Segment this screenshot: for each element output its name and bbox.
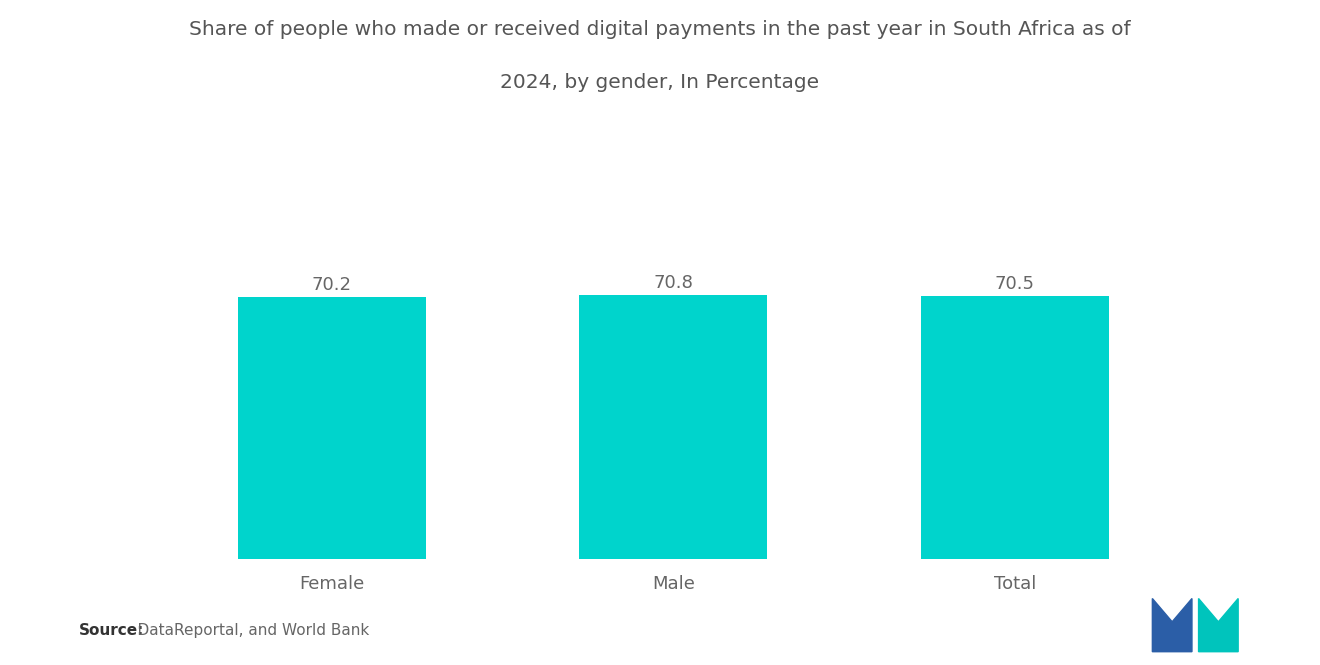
Polygon shape	[1152, 598, 1192, 652]
Text: 70.5: 70.5	[995, 275, 1035, 293]
Text: 70.8: 70.8	[653, 274, 693, 292]
Bar	[921, 296, 1109, 559]
Text: Share of people who made or received digital payments in the past year in South : Share of people who made or received dig…	[189, 20, 1131, 39]
Bar	[238, 297, 425, 559]
Text: 70.2: 70.2	[312, 276, 351, 294]
Text: Source:: Source:	[79, 623, 145, 638]
Polygon shape	[1199, 598, 1238, 652]
Text: DataReportal, and World Bank: DataReportal, and World Bank	[79, 623, 370, 638]
Bar	[579, 295, 767, 559]
Text: 2024, by gender, In Percentage: 2024, by gender, In Percentage	[500, 73, 820, 92]
